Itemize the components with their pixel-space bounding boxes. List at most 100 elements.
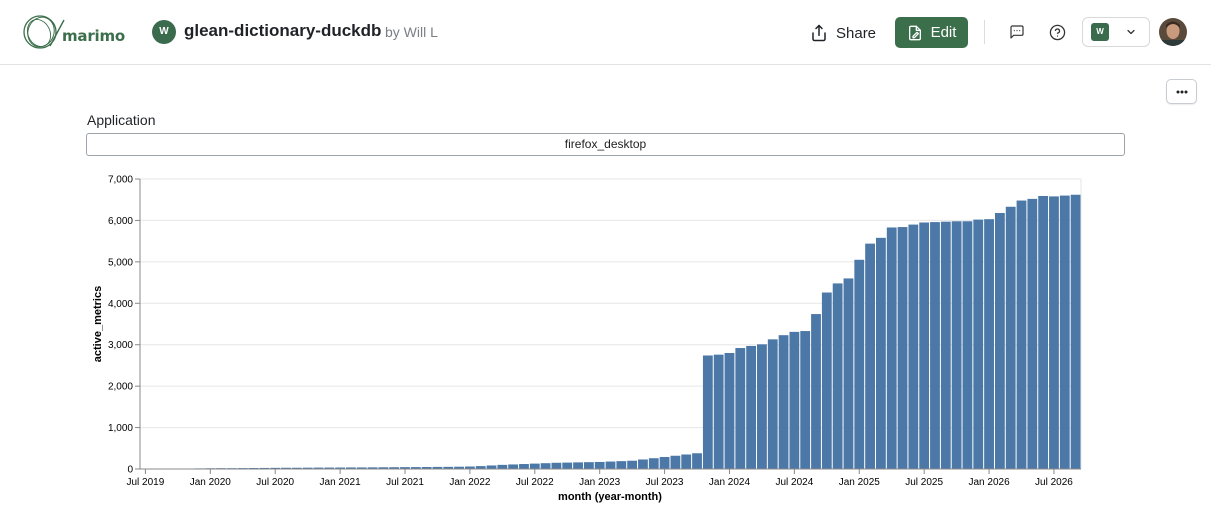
edit-icon xyxy=(908,25,921,40)
x-tick-label: Jan 2021 xyxy=(320,477,362,488)
bar xyxy=(346,467,356,469)
more-icon xyxy=(1176,90,1187,93)
bar xyxy=(356,467,367,469)
x-tick-label: Jul 2023 xyxy=(646,477,684,488)
application-label: Application xyxy=(87,112,156,128)
bar xyxy=(551,462,562,469)
help-button[interactable] xyxy=(1045,20,1069,44)
y-tick-label: 0 xyxy=(127,465,133,476)
bar xyxy=(659,456,670,469)
bar xyxy=(962,221,973,469)
edit-button[interactable]: Edit xyxy=(895,17,968,48)
x-tick-label: Jan 2020 xyxy=(190,477,232,488)
bar xyxy=(1059,195,1070,470)
workspace-select[interactable]: W xyxy=(1082,17,1150,47)
bar xyxy=(281,467,291,469)
bar xyxy=(400,467,410,469)
edit-label: Edit xyxy=(930,24,957,41)
bar xyxy=(605,461,616,469)
bar xyxy=(464,466,475,469)
x-tick-label: Jan 2025 xyxy=(839,477,881,488)
bar xyxy=(681,454,692,469)
bar xyxy=(951,221,962,469)
bar xyxy=(930,222,940,469)
bar xyxy=(778,335,789,469)
bar xyxy=(562,462,573,469)
x-tick-label: Jul 2020 xyxy=(256,477,294,488)
bar xyxy=(821,292,832,469)
bar xyxy=(616,461,627,469)
logo-mark-icon xyxy=(23,15,65,49)
x-tick-label: Jul 2022 xyxy=(516,477,554,488)
bar xyxy=(540,463,551,469)
bar xyxy=(389,467,400,469)
bar xyxy=(367,467,378,469)
toolbar-divider xyxy=(984,20,985,44)
y-axis-title: active_metrics xyxy=(92,286,104,362)
bar xyxy=(746,345,757,469)
bar xyxy=(940,221,951,469)
bar xyxy=(1027,198,1038,469)
y-tick-label: 2,000 xyxy=(108,382,133,393)
workspace-badge: W xyxy=(1091,23,1109,41)
bar xyxy=(735,348,746,469)
notebook-title: glean-dictionary-duckdb xyxy=(184,21,382,40)
bar xyxy=(984,219,994,469)
bar xyxy=(843,278,854,469)
bar xyxy=(270,467,281,469)
chart-axes: 0 1,000 2,000 3,000 4,000 5,000 6,000 7,000 Jul … xyxy=(108,175,1081,488)
bar xyxy=(908,224,919,469)
bar xyxy=(291,467,302,469)
bar xyxy=(432,466,443,469)
x-axis-title: month (year-month) xyxy=(558,491,662,503)
x-tick-label: Jul 2021 xyxy=(386,477,424,488)
marimo-logo[interactable]: marimo xyxy=(22,14,128,50)
bar xyxy=(519,464,529,469)
bar xyxy=(324,467,335,469)
share-button[interactable]: Share xyxy=(810,19,876,47)
share-icon xyxy=(812,24,826,42)
y-tick-label: 5,000 xyxy=(108,257,133,268)
user-photo-icon xyxy=(1159,18,1187,46)
bar xyxy=(865,243,875,469)
bar xyxy=(757,344,767,469)
y-tick-label: 3,000 xyxy=(108,340,133,351)
x-tick-label: Jul 2019 xyxy=(127,477,165,488)
bar xyxy=(486,465,497,469)
x-tick-label: Jul 2025 xyxy=(905,477,943,488)
bar xyxy=(702,355,713,469)
bar xyxy=(919,222,930,469)
bar xyxy=(875,237,886,469)
x-tick-label: Jan 2026 xyxy=(968,477,1010,488)
bar xyxy=(1038,195,1049,469)
bar xyxy=(692,453,702,469)
bar xyxy=(767,339,778,469)
bar xyxy=(410,467,421,469)
x-tick-label: Jul 2024 xyxy=(775,477,813,488)
bar xyxy=(594,461,605,469)
x-tick-label: Jan 2022 xyxy=(449,477,491,488)
bar xyxy=(832,283,843,469)
bar xyxy=(1005,206,1016,469)
bar xyxy=(259,467,270,469)
bar xyxy=(800,331,811,469)
bar xyxy=(724,353,735,469)
comment-button[interactable] xyxy=(1005,20,1029,44)
bar xyxy=(302,467,313,469)
y-tick-label: 7,000 xyxy=(108,175,133,186)
bar xyxy=(973,219,984,469)
notebook-avatar: W xyxy=(152,20,176,44)
cell-more-button[interactable] xyxy=(1166,79,1197,104)
bar xyxy=(638,459,648,469)
bar xyxy=(854,259,865,469)
bar xyxy=(475,466,486,469)
x-tick-label: Jul 2026 xyxy=(1035,477,1073,488)
bar xyxy=(897,227,908,469)
application-select[interactable]: firefox_desktop xyxy=(86,133,1125,156)
bar xyxy=(573,462,583,469)
bar xyxy=(529,463,540,469)
bar xyxy=(811,314,821,469)
notebook-author: by Will L xyxy=(385,24,438,40)
user-avatar[interactable] xyxy=(1159,18,1187,46)
bar xyxy=(1070,194,1081,469)
